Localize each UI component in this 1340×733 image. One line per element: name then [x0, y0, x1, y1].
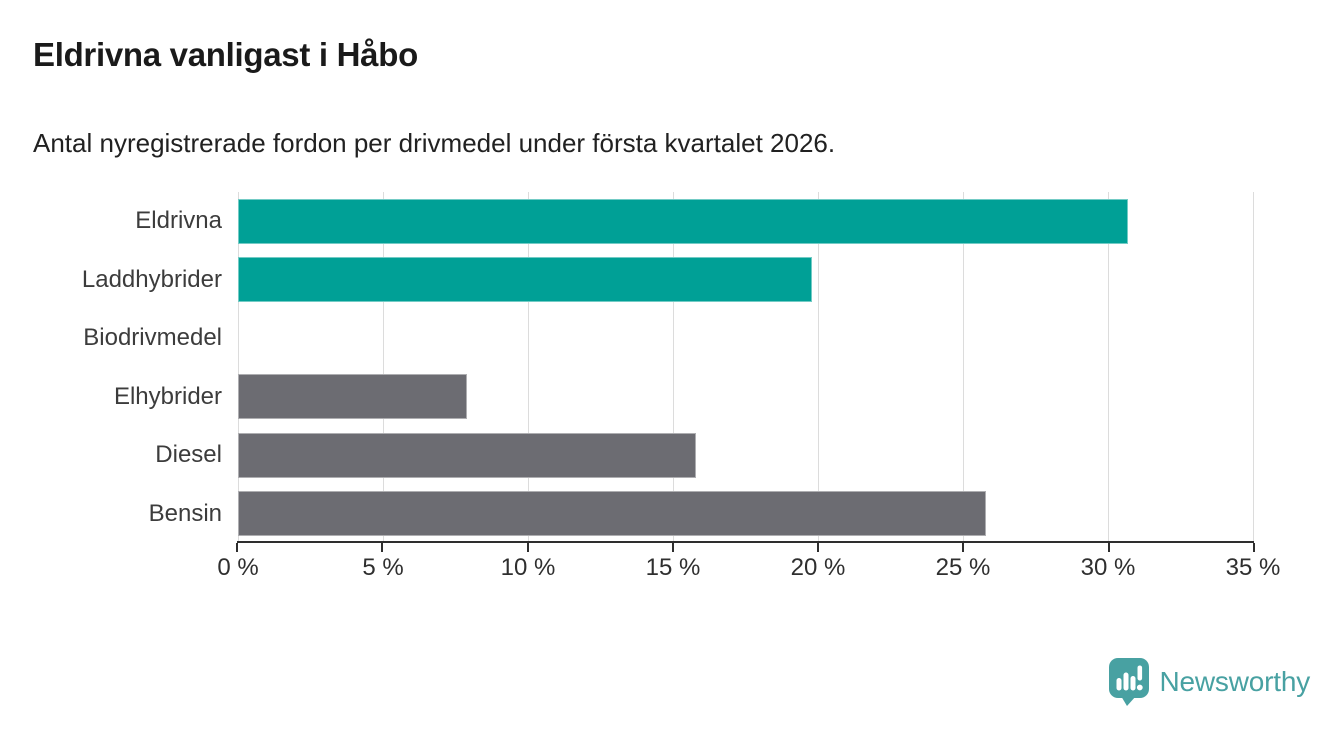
category-label-biodrivmedel: Biodrivmedel: [83, 324, 222, 352]
chart-subtitle: Antal nyregistrerade fordon per drivmede…: [33, 128, 836, 158]
bar-elhybrider: [238, 374, 468, 420]
category-label-diesel: Diesel: [155, 441, 222, 469]
axis-tick-5: [381, 543, 384, 552]
axis-tick-15: [671, 543, 674, 552]
gridline-35: [1253, 192, 1254, 543]
gridline-15: [673, 192, 674, 543]
x-tick-label-35: 35 %: [1225, 554, 1281, 581]
axis-tick-20: [817, 543, 820, 552]
category-label-eldrivna: Eldrivna: [135, 207, 222, 235]
newsworthy-brand: Newsworthy: [1108, 658, 1311, 711]
plot-area: [238, 192, 1254, 543]
x-tick-label-15: 15 %: [645, 554, 701, 581]
x-tick-label-20: 20 %: [790, 554, 846, 581]
axis-tick-25: [962, 543, 965, 552]
gridline-30: [1108, 192, 1109, 543]
newsworthy-badge-icon: [1108, 658, 1149, 711]
chart-title: Eldrivna vanligast i Håbo: [33, 36, 418, 73]
y-axis-labels: Eldrivna Laddhybrider Biodrivmedel Elhybrid…: [0, 192, 222, 543]
newsworthy-brand-label: Newsworthy: [1159, 665, 1311, 697]
gridline-25: [963, 192, 964, 543]
category-label-laddhybrider: Laddhybrider: [81, 265, 222, 293]
x-tick-label-5: 5 %: [362, 554, 404, 581]
gridline-0: [238, 192, 239, 543]
bar-diesel: [238, 432, 697, 478]
category-label-elhybrider: Elhybrider: [113, 382, 222, 410]
gridline-10: [528, 192, 529, 543]
x-tick-label-0: 0 %: [217, 554, 259, 581]
x-tick-label-25: 25 %: [935, 554, 991, 581]
gridline-5: [383, 192, 384, 543]
gridline-20: [818, 192, 819, 543]
bar-laddhybrider: [238, 257, 813, 303]
axis-tick-10: [526, 543, 529, 552]
x-tick-label-10: 10 %: [500, 554, 556, 581]
axis-tick-35: [1253, 543, 1255, 552]
bar-bensin: [238, 491, 987, 537]
x-axis-tick-labels: 0 % 5 % 10 % 15 % 20 % 25 % 30 % 35 %: [217, 554, 1280, 584]
x-axis-line: [236, 541, 1255, 552]
bar-eldrivna: [238, 198, 1129, 244]
category-label-bensin: Bensin: [148, 499, 222, 527]
x-tick-label-30: 30 %: [1080, 554, 1136, 581]
axis-tick-0: [236, 543, 238, 552]
axis-tick-30: [1107, 543, 1110, 552]
